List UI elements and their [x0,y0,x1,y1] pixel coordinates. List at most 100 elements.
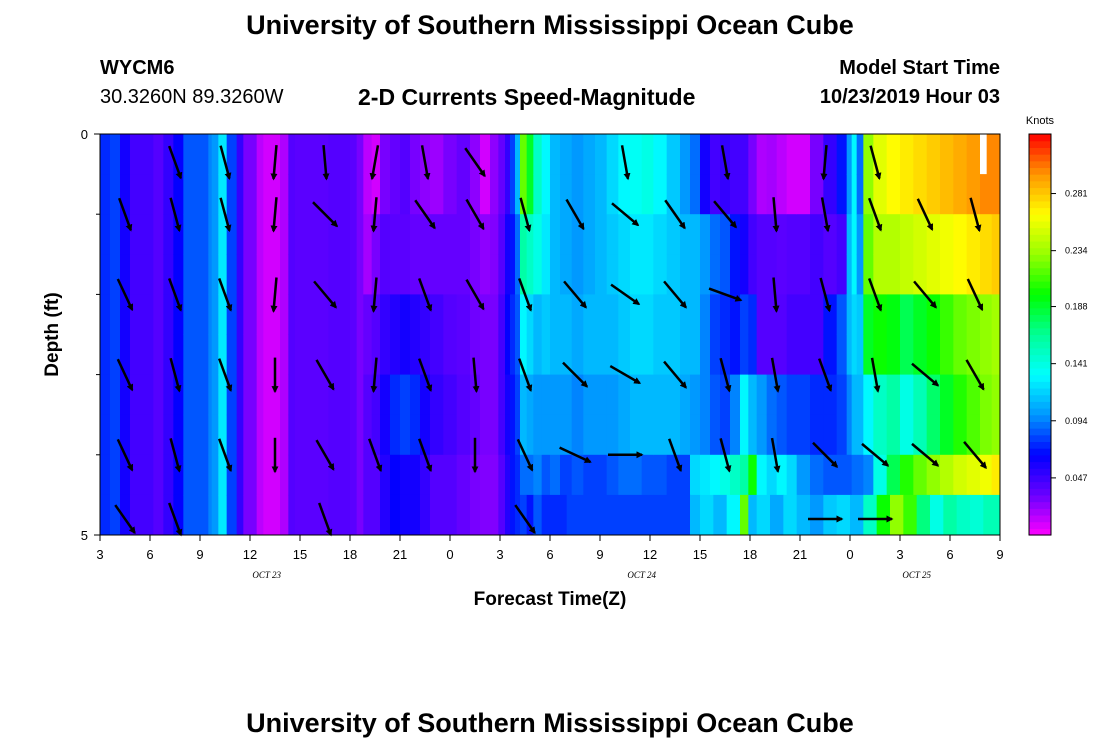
heatmap-cell [680,294,691,335]
heatmap-cell [153,214,164,255]
heatmap-cell [550,334,561,376]
colorbar-swatch [1029,194,1051,202]
heatmap-cell [363,454,373,496]
heatmap-cell [748,134,758,175]
heatmap-cell [526,174,534,215]
heatmap-cell [470,494,481,536]
heatmap-cell [515,454,521,496]
heatmap-cell [443,374,458,416]
current-arrow [519,197,532,233]
heatmap-cell [490,454,499,496]
heatmap-cell [470,414,481,456]
heatmap-cell [766,414,778,456]
heatmap-cell [211,494,219,536]
colorbar-swatch [1029,240,1051,249]
heatmap-cell [390,414,401,456]
colorbar-swatch [1029,428,1051,436]
colorbar-swatch [1029,367,1051,376]
heatmap-cell [153,414,164,456]
heatmap-cell [766,374,778,416]
heatmap-cell [390,374,401,416]
heatmap-cell [263,454,281,496]
heatmap-cell [456,454,471,496]
heatmap-cell [863,334,874,376]
heatmap-cell [130,174,154,215]
heatmap-cell [836,494,851,535]
current-arrow [418,358,433,392]
colorbar-swatch [1029,528,1051,536]
heatmap-cell [236,174,244,215]
heatmap-cell [856,414,864,456]
heatmap-cell [443,494,458,536]
heatmap-cell [480,254,491,295]
heatmap-cell [720,174,731,215]
heatmap-cell [218,174,228,215]
heatmap-cell [710,454,721,496]
current-arrow [969,197,982,233]
heatmap-cell [295,334,329,376]
model-start-value: 10/23/2019 Hour 03 [819,86,1000,108]
heatmap-cell [498,374,506,416]
heatmap-cell [153,494,164,536]
heatmap-cell [550,174,561,215]
heatmap-cell [583,294,596,335]
heatmap-cell [913,414,928,456]
heatmap-cell [653,374,668,416]
heatmap-cell [110,334,121,376]
colorbar-swatch [1029,281,1051,289]
heatmap-cell [100,174,111,215]
heatmap-cell [208,334,213,376]
x-tick-label: 12 [643,547,657,562]
current-arrow [869,145,882,180]
current-arrow [315,359,335,391]
heatmap-cell [766,294,778,335]
heatmap-cell [490,294,499,335]
heatmap-cell [371,454,381,496]
heatmap-cell [641,374,654,416]
heatmap-cell [680,214,691,255]
heatmap-cell [456,174,471,215]
current-arrow [620,145,631,181]
heatmap-cell [560,374,573,416]
current-arrow [663,360,687,389]
current-arrow [565,198,585,231]
heatmap-cell [363,294,373,335]
heatmap-cell [541,334,551,376]
heatmap-cell [110,254,121,295]
heatmap-cell [410,374,421,416]
heatmap-cell [796,494,811,535]
heatmap-cell [280,454,289,496]
heatmap-cell [641,214,654,255]
heatmap-cell [653,254,668,295]
heatmap-cell [328,454,351,496]
heatmap-cell [991,214,1001,255]
heatmap-cell [571,134,584,175]
heatmap-cell [510,454,516,496]
heatmap-cell [776,414,788,456]
heatmap-cell [390,134,401,175]
heatmap-cell [120,414,131,456]
colorbar-swatch [1029,314,1051,322]
heatmap-cell [796,334,811,376]
colorbar-swatch [1029,408,1051,416]
heatmap-cell [515,374,521,416]
heatmap-cell [748,374,758,416]
colorbar-swatch [1029,488,1051,496]
heatmap-cell [470,294,481,335]
heatmap-cell [410,494,421,536]
heatmap-cell [173,454,184,496]
current-arrow [465,279,485,311]
heatmap-cell [163,454,174,496]
heatmap-cell [740,414,749,456]
x-tick-label: 15 [293,547,307,562]
heatmap-cell [886,374,901,416]
colorbar-swatch [1029,260,1051,269]
heatmap-cell [280,214,289,255]
current-arrow [418,438,433,473]
heatmap-cell [505,374,511,416]
heatmap-cell [243,134,258,175]
heatmap-cell [940,334,954,376]
colorbar-swatch [1029,401,1051,409]
colorbar-swatch [1029,327,1051,336]
current-arrow [713,200,737,229]
